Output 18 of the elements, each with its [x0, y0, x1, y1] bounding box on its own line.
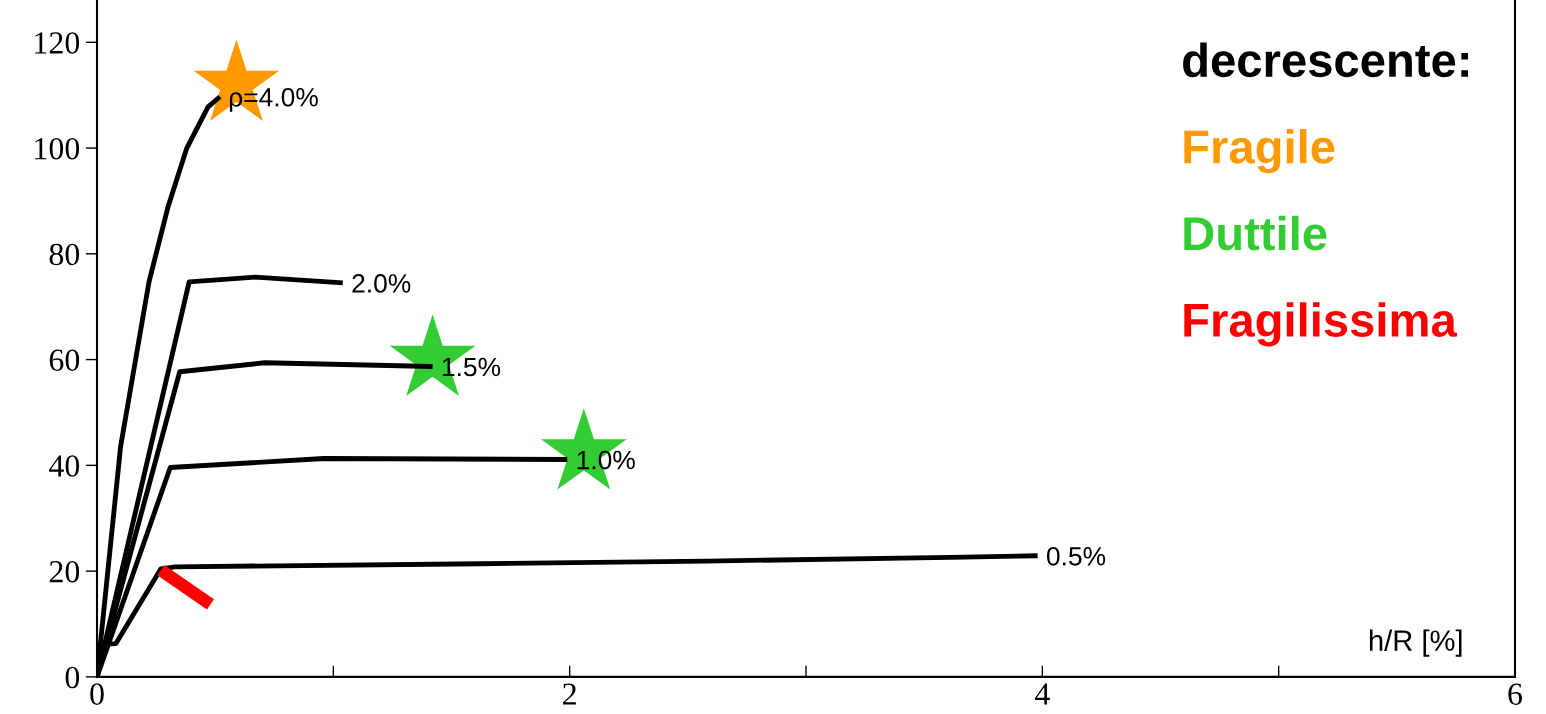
y-tick-label: 120 — [35, 32, 80, 54]
text: Fragile — [1184, 129, 1335, 174]
y-tick-label: 100 — [35, 137, 80, 160]
x-tick-label: 6 — [1508, 683, 1523, 705]
text: Fragilissima — [1184, 302, 1458, 347]
x-tick-label: 2 — [563, 683, 576, 705]
series-label: 2.0% — [352, 274, 411, 293]
x-tick-label: 0 — [90, 683, 104, 705]
x-tick-label: 4 — [1034, 683, 1050, 705]
y-tick-label: 40 — [49, 455, 80, 477]
legend-title: decrescente: — [1183, 42, 1468, 78]
y-tick-label: 20 — [49, 560, 80, 583]
y-tick-label: 80 — [49, 243, 80, 266]
x-axis-title: h/R [%] — [1369, 629, 1462, 657]
y-tick-label: 60 — [49, 349, 80, 371]
text: Duttile — [1184, 215, 1327, 251]
series-label: 0.5% — [1046, 546, 1106, 566]
y-tick-label: 0 — [65, 666, 80, 689]
